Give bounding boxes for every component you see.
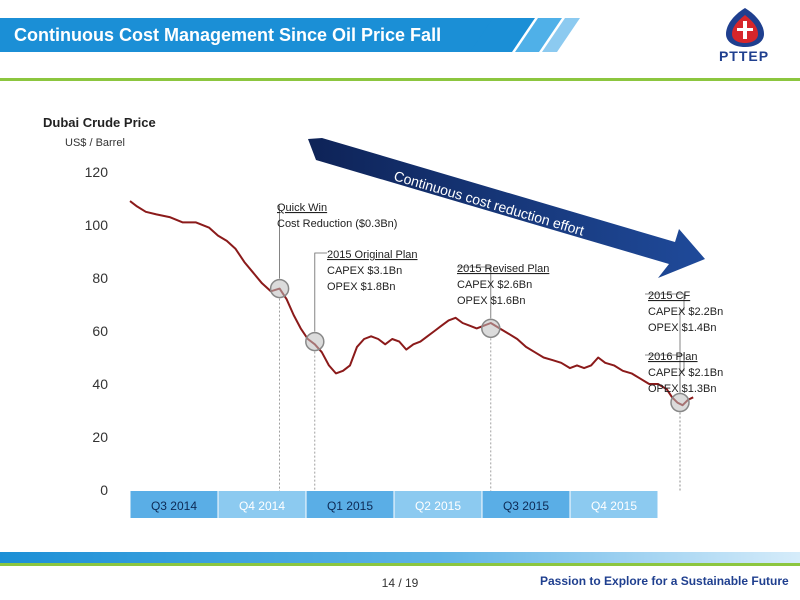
annotation-line: OPEX $1.8Bn <box>327 281 396 293</box>
annotation-leader <box>679 309 684 393</box>
annotation-marker <box>670 392 690 413</box>
quarter-cell <box>570 491 658 518</box>
annotation-leader <box>457 266 492 319</box>
price-series-line <box>129 200 694 407</box>
annotations: Quick Win Cost Reduction ($0.3Bn) 2015 Ori… <box>277 202 723 395</box>
annotation-line: OPEX $1.3Bn <box>648 383 717 395</box>
chart-title: Dubai Crude Price <box>43 115 156 130</box>
quarter-cell <box>306 491 394 518</box>
quarter-cell <box>394 491 482 518</box>
quarter-cell <box>218 491 306 518</box>
annotation-markers <box>269 278 690 413</box>
y-tick-label: 20 <box>92 429 108 445</box>
quarter-label: Q4 2014 <box>239 499 285 513</box>
annotation-leaders <box>277 205 685 491</box>
y-tick-label: 40 <box>92 376 108 392</box>
annotation-heading: Quick Win <box>277 202 327 214</box>
annotation-line: OPEX $1.6Bn <box>457 295 526 307</box>
quarter-cell <box>482 491 570 518</box>
arrow-label: Continuous cost reduction effort <box>392 168 586 239</box>
quarter-label: Q3 2015 <box>503 499 549 513</box>
title-bar-stripes <box>470 18 580 52</box>
quarter-label: Q2 2015 <box>415 499 461 513</box>
y-tick-label: 100 <box>85 217 109 233</box>
quarter-axis: Q3 2014 Q4 2014 Q1 2015 Q2 2015 Q3 2015 Q4 20… <box>130 491 658 518</box>
y-axis: 0 20 40 60 80 100 120 <box>85 164 109 498</box>
annotation-line: CAPEX $2.6Bn <box>457 279 532 291</box>
slide-title: Continuous Cost Management Since Oil Pri… <box>14 25 442 45</box>
quarter-label: Q3 2014 <box>151 499 197 513</box>
annotation-leader <box>314 252 327 332</box>
quarter-label: Q4 2015 <box>591 499 637 513</box>
header-divider <box>0 78 800 81</box>
tagline: Passion to Explore for a Sustainable Fut… <box>540 574 789 588</box>
annotation-leader <box>645 293 685 310</box>
annotation-marker <box>481 318 501 339</box>
annotation-marker <box>269 278 290 299</box>
logo-wordmark: PTTEP <box>718 48 770 64</box>
title-bar <box>0 18 493 52</box>
annotation-line: CAPEX $3.1Bn <box>327 265 402 277</box>
annotation-leader <box>645 354 685 371</box>
annotation-heading: 2015 Revised Plan <box>457 263 549 275</box>
y-tick-label: 60 <box>92 323 108 339</box>
quarter-label: Q1 2015 <box>327 499 373 513</box>
quarter-cell <box>130 491 218 518</box>
annotation-heading: 2016 Plan <box>648 351 698 363</box>
annotation-leader <box>679 370 684 393</box>
y-tick-label: 0 <box>100 482 108 498</box>
annotation-heading: 2015 CF <box>648 290 690 302</box>
annotation-line: Cost Reduction ($0.3Bn) <box>277 218 397 230</box>
page-number: 14 / 19 <box>381 576 419 590</box>
annotation-line: CAPEX $2.1Bn <box>648 367 723 379</box>
annotation-line: OPEX $1.4Bn <box>648 322 717 334</box>
y-tick-label: 120 <box>85 164 109 180</box>
y-tick-label: 80 <box>92 270 108 286</box>
annotation-marker <box>305 331 325 352</box>
pttep-logo-icon <box>726 8 764 47</box>
annotation-heading: 2015 Original Plan <box>327 249 418 261</box>
y-axis-label: US$ / Barrel <box>65 137 125 149</box>
annotation-line: CAPEX $2.2Bn <box>648 306 723 318</box>
footer-band <box>0 552 800 566</box>
annotation-leader <box>277 205 281 279</box>
